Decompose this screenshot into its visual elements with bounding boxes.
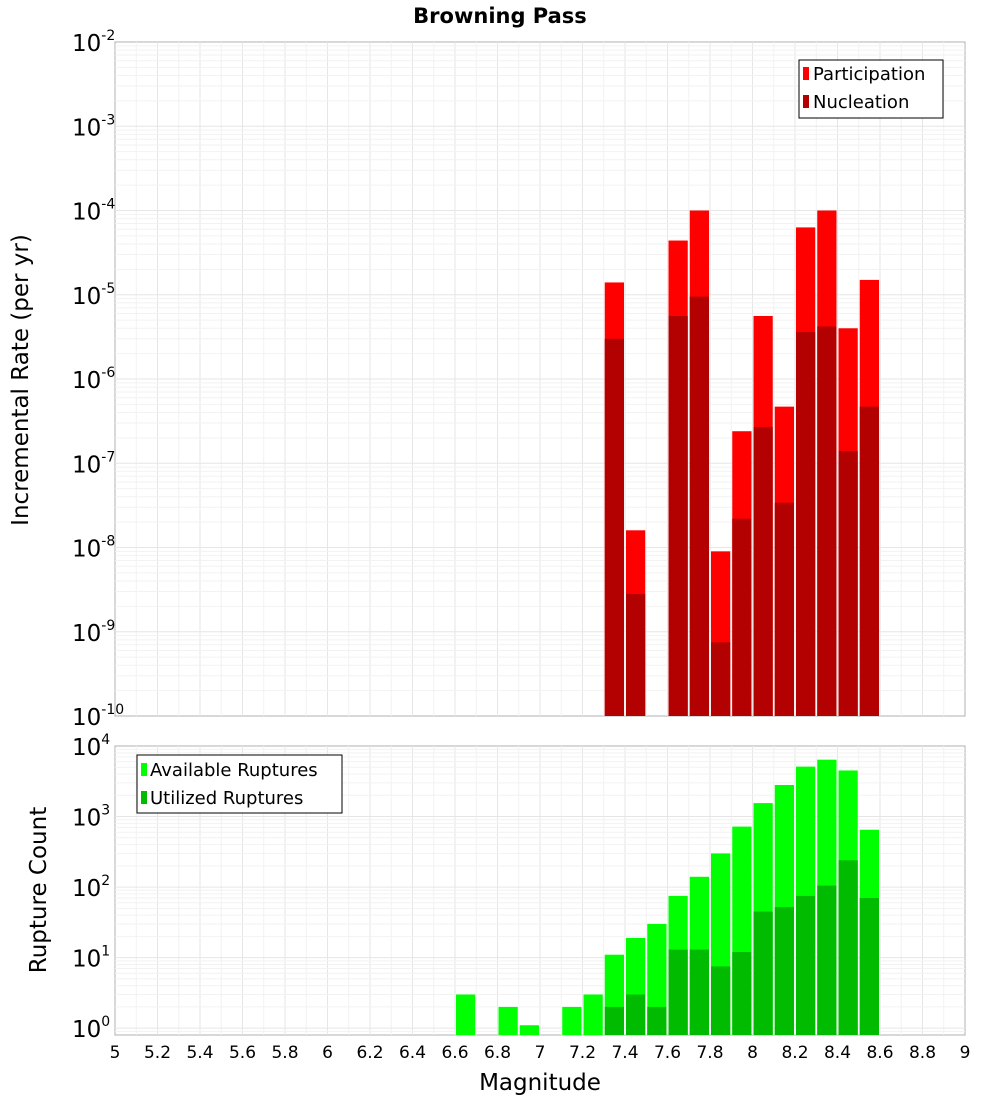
legend-label-available: Available Ruptures (150, 760, 318, 781)
x-tick-label: 7.2 (569, 1043, 596, 1063)
x-ticks: 5 5.2 5.4 5.6 5.8 6 6.2 6.4 6.6 6.8 7 7.2 7.4 7.6 7.8 8… (110, 1043, 971, 1063)
x-tick-label: 5.8 (271, 1043, 298, 1063)
bottom-y-tick-label: 100 (72, 1014, 110, 1043)
bottom-legend: Available Ruptures Utilized Ruptures (136, 754, 343, 814)
top-bar-nucleation (604, 338, 624, 716)
x-tick-label: 5.6 (229, 1043, 256, 1063)
bottom-bar-utilized-ruptures (604, 1006, 624, 1035)
top-y-tick-label: 10-6 (72, 365, 115, 394)
x-tick-label: 7.4 (611, 1043, 638, 1063)
bottom-y-axis-label: Rupture Count (26, 807, 52, 973)
top-y-tick-label: 10-2 (72, 28, 115, 57)
bottom-bar-utilized-ruptures (626, 994, 646, 1035)
x-tick-label: 8 (747, 1043, 758, 1063)
top-bar-nucleation (711, 642, 731, 716)
x-tick-label: 7 (535, 1043, 546, 1063)
top-y-ticks: 10-2 10-3 10-4 10-5 10-6 10-7 10-8 10-9 10-10 (72, 28, 124, 731)
bottom-bar-utilized-ruptures (732, 952, 752, 1035)
top-y-tick-label: 10-8 (72, 534, 115, 563)
top-bar-nucleation (859, 406, 879, 716)
bottom-bar-available-ruptures (456, 994, 476, 1035)
x-tick-label: 8.4 (824, 1043, 851, 1063)
bottom-y-tick-label: 101 (72, 944, 110, 973)
bottom-bar-utilized-ruptures (796, 895, 816, 1035)
top-bar-nucleation (817, 326, 837, 716)
x-tick-label: 5 (110, 1043, 121, 1063)
legend-swatch-available (141, 763, 147, 776)
bottom-bar-utilized-ruptures (711, 966, 731, 1035)
bottom-bar-available-ruptures (583, 994, 603, 1035)
x-tick-label: 7.6 (654, 1043, 681, 1063)
legend-label-utilized: Utilized Ruptures (150, 788, 303, 809)
top-y-tick-label: 10-7 (72, 449, 115, 478)
top-bar-nucleation (732, 518, 752, 716)
legend-swatch-utilized (141, 791, 147, 804)
top-bar-nucleation (774, 502, 794, 716)
x-tick-label: 9 (960, 1043, 971, 1063)
bottom-bar-utilized-ruptures (689, 949, 709, 1035)
top-y-axis-label: Incremental Rate (per yr) (8, 234, 34, 526)
x-tick-label: 8.2 (781, 1043, 808, 1063)
bottom-bar-available-ruptures (562, 1006, 582, 1035)
top-bar-nucleation (668, 315, 688, 716)
bottom-bar-utilized-ruptures (647, 1006, 667, 1035)
x-tick-label: 6.6 (441, 1043, 468, 1063)
bottom-y-ticks: 104 103 102 101 100 (72, 732, 110, 1043)
x-tick-label: 6.2 (356, 1043, 383, 1063)
x-tick-label: 6 (322, 1043, 333, 1063)
bottom-bar-utilized-ruptures (774, 907, 794, 1035)
top-bar-nucleation (838, 450, 858, 716)
bottom-bar-utilized-ruptures (838, 860, 858, 1035)
bottom-bars (456, 759, 879, 1035)
bottom-bar-utilized-ruptures (859, 898, 879, 1035)
top-y-tick-label: 10-4 (72, 197, 115, 226)
top-gridlines (115, 42, 965, 716)
x-axis-label: Magnitude (479, 1070, 601, 1096)
bottom-y-tick-label: 104 (72, 732, 110, 761)
x-tick-label: 5.2 (144, 1043, 171, 1063)
top-bar-nucleation (753, 426, 773, 716)
bottom-bar-utilized-ruptures (817, 885, 837, 1035)
bottom-bar-available-ruptures (519, 1025, 539, 1035)
top-bars (604, 210, 879, 716)
top-bar-nucleation (689, 296, 709, 716)
bottom-panel: 104 103 102 101 100 5 5.2 5.4 5.6 5.8 6 6.2 6.4 6.6 6… (26, 732, 970, 1096)
top-y-tick-label: 10-10 (72, 702, 124, 731)
x-tick-label: 8.6 (866, 1043, 893, 1063)
x-tick-label: 5.4 (186, 1043, 213, 1063)
top-y-tick-label: 10-9 (72, 618, 115, 647)
x-tick-label: 8.8 (909, 1043, 936, 1063)
top-legend: Participation Nucleation (798, 59, 944, 119)
bottom-legend-box (136, 754, 343, 814)
top-bar-nucleation (626, 594, 646, 716)
legend-swatch-participation (803, 67, 809, 80)
x-tick-label: 7.8 (696, 1043, 723, 1063)
x-tick-label: 6.4 (399, 1043, 426, 1063)
legend-swatch-nucleation (803, 95, 809, 108)
legend-label-nucleation: Nucleation (813, 92, 909, 113)
bottom-bar-utilized-ruptures (668, 949, 688, 1035)
bottom-y-tick-label: 103 (72, 803, 110, 832)
bottom-bar-utilized-ruptures (753, 911, 773, 1035)
x-tick-label: 6.8 (484, 1043, 511, 1063)
top-y-tick-label: 10-3 (72, 112, 115, 141)
top-panel: 10-2 10-3 10-4 10-5 10-6 10-7 10-8 10-9 10-10 In… (8, 28, 966, 731)
bottom-y-tick-label: 102 (72, 873, 110, 902)
bottom-bar-available-ruptures (498, 1006, 518, 1035)
top-y-tick-label: 10-5 (72, 281, 115, 310)
legend-label-participation: Participation (813, 64, 925, 85)
top-legend-box (798, 59, 944, 119)
chart-title: Browning Pass (413, 4, 587, 28)
top-bar-nucleation (796, 332, 816, 716)
